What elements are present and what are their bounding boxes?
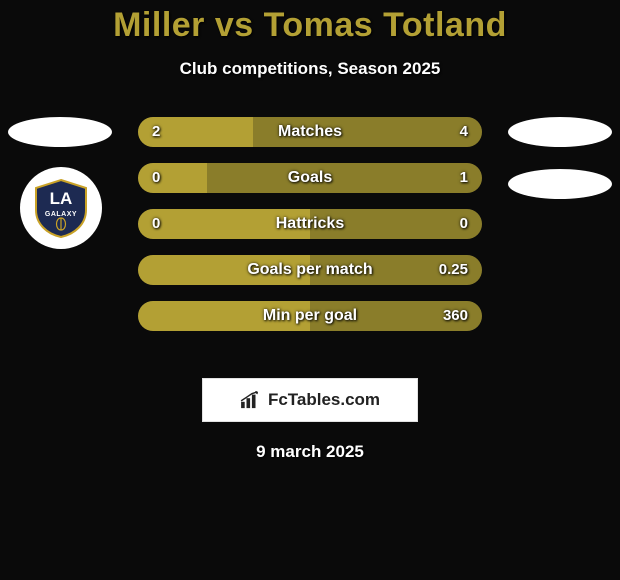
bar-left-fill	[138, 117, 253, 147]
bar-left-fill	[138, 163, 207, 193]
watermark-text: FcTables.com	[268, 390, 380, 410]
player-right-placeholder-icon	[508, 117, 612, 147]
bar-right-fill	[253, 117, 482, 147]
bar-right-fill	[310, 301, 482, 331]
bar-row: Goals01	[138, 163, 482, 193]
la-galaxy-crest-icon: LA GALAXY	[31, 178, 91, 238]
svg-text:LA: LA	[50, 189, 73, 208]
bar-right-fill	[207, 163, 482, 193]
bar-row: Hattricks00	[138, 209, 482, 239]
comparison-bars: Matches24 Goals01 Hattricks00 Goals per mat…	[138, 117, 482, 347]
date-text: 9 march 2025	[0, 442, 620, 462]
svg-text:GALAXY: GALAXY	[45, 211, 77, 218]
watermark: FcTables.com	[202, 378, 418, 422]
club-left-badge: LA GALAXY	[20, 167, 102, 249]
bar-right-fill	[310, 255, 482, 285]
bar-left-fill	[138, 209, 310, 239]
chart-area: LA GALAXY Matches24 Goals01 Hattricks00 Goa…	[0, 117, 620, 377]
bar-row: Matches24	[138, 117, 482, 147]
bar-right-fill	[310, 209, 482, 239]
page-title: Miller vs Tomas Totland	[0, 0, 620, 45]
subtitle: Club competitions, Season 2025	[0, 59, 620, 79]
player-left-placeholder-icon	[8, 117, 112, 147]
comparison-infographic: Miller vs Tomas Totland Club competition…	[0, 0, 620, 580]
bar-left-fill	[138, 301, 310, 331]
bar-chart-icon	[240, 391, 262, 409]
bar-row: Goals per match0.25	[138, 255, 482, 285]
bar-row: Min per goal360	[138, 301, 482, 331]
club-right-placeholder-icon	[508, 169, 612, 199]
bar-left-fill	[138, 255, 310, 285]
